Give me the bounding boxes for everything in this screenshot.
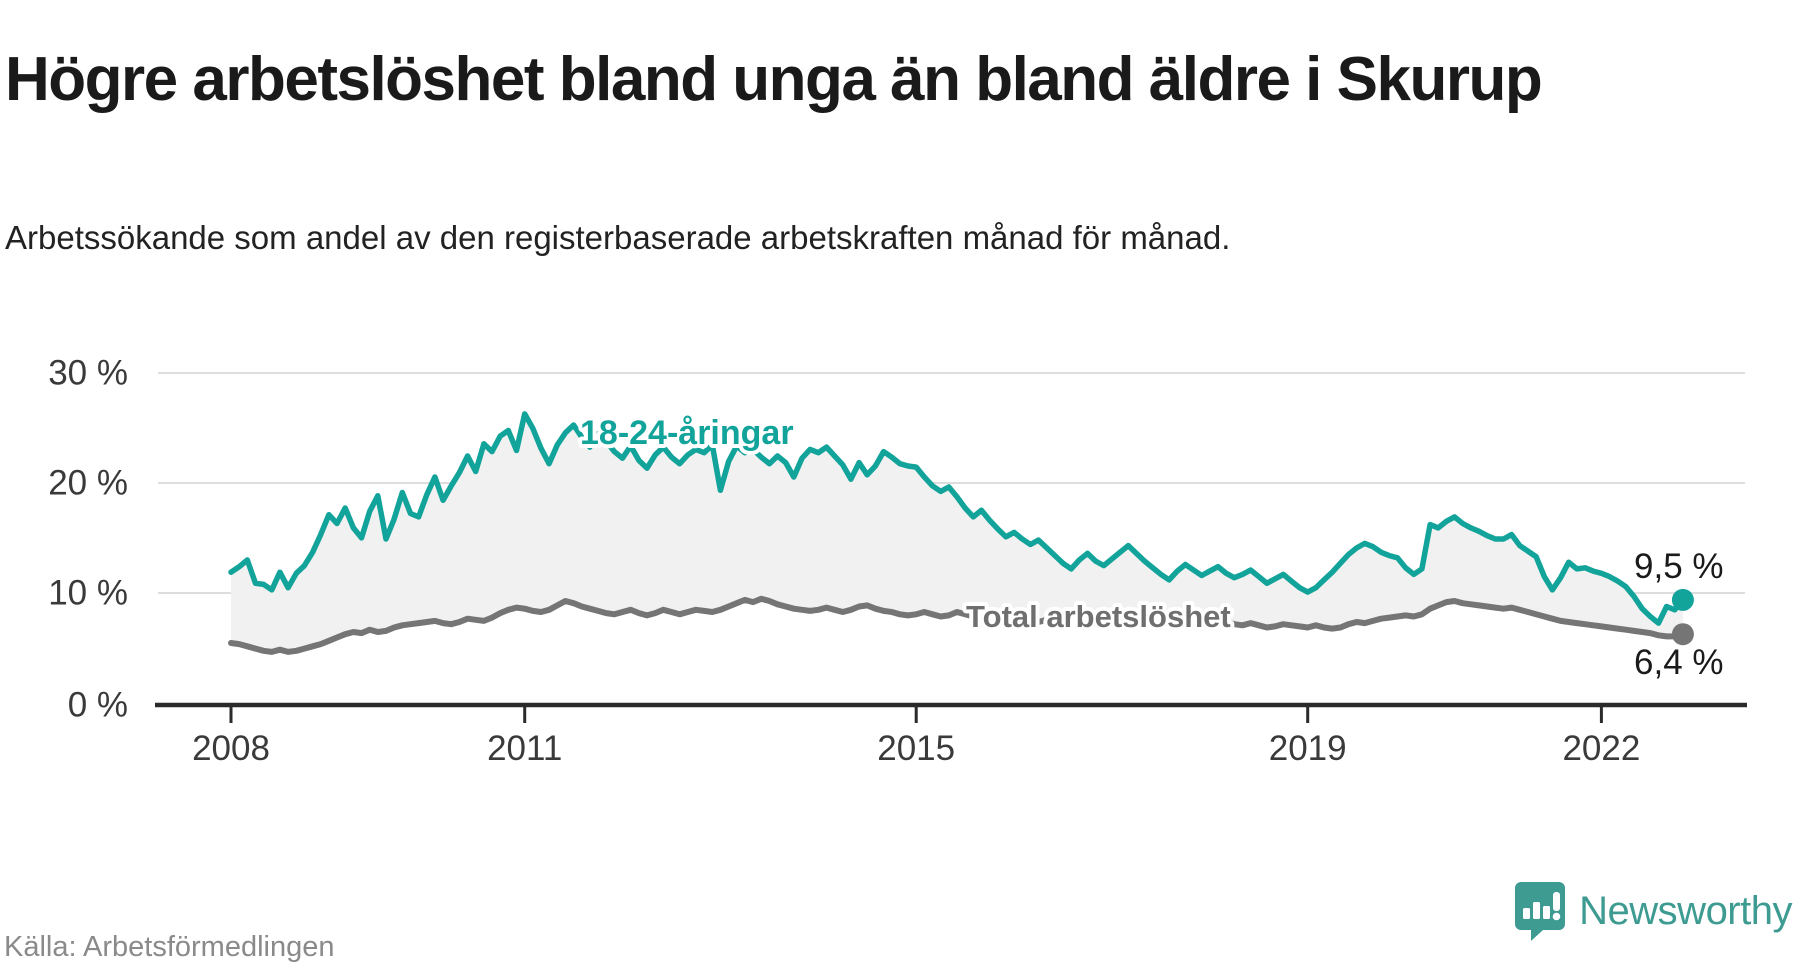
area-between-series	[231, 413, 1683, 652]
series-label-total: Total arbetslöshet	[966, 599, 1231, 634]
x-tick-2011: 2011	[487, 729, 562, 768]
x-tick-2015: 2015	[877, 729, 955, 768]
newsworthy-bubble-icon	[1515, 882, 1566, 941]
series-label-youth: 18-24-åringar	[580, 414, 794, 452]
y-tick-10: 10 %	[48, 574, 128, 613]
y-axis: 30 % 20 % 10 % 0 %	[48, 354, 128, 725]
line-chart: 30 % 20 % 10 % 0 % 2008 2011 2015 2019 2…	[48, 354, 1747, 768]
end-dot-youth	[1671, 588, 1694, 611]
line-youth-unemployment	[228, 411, 1686, 626]
x-tick-2022: 2022	[1562, 729, 1640, 768]
x-tick-2019: 2019	[1269, 729, 1347, 768]
y-tick-0: 0 %	[68, 686, 128, 725]
x-axis: 2008 2011 2015 2019 2022	[155, 702, 1747, 768]
page-title: Högre arbetslöshet bland unga än bland ä…	[5, 44, 1543, 114]
end-value-total: 6,4 %	[1634, 643, 1724, 682]
newsworthy-wordmark: Newsworthy	[1579, 888, 1792, 933]
y-tick-20: 20 %	[48, 464, 128, 503]
line-total-unemployment	[228, 595, 1686, 655]
x-tick-2008: 2008	[192, 729, 270, 768]
end-dot-total	[1671, 623, 1694, 646]
newsworthy-logo: Newsworthy	[1513, 880, 1792, 942]
y-tick-30: 30 %	[48, 354, 128, 393]
chart-subtitle: Arbetssökande som andel av den registerb…	[5, 219, 1231, 256]
end-value-youth: 9,5 %	[1634, 547, 1724, 586]
